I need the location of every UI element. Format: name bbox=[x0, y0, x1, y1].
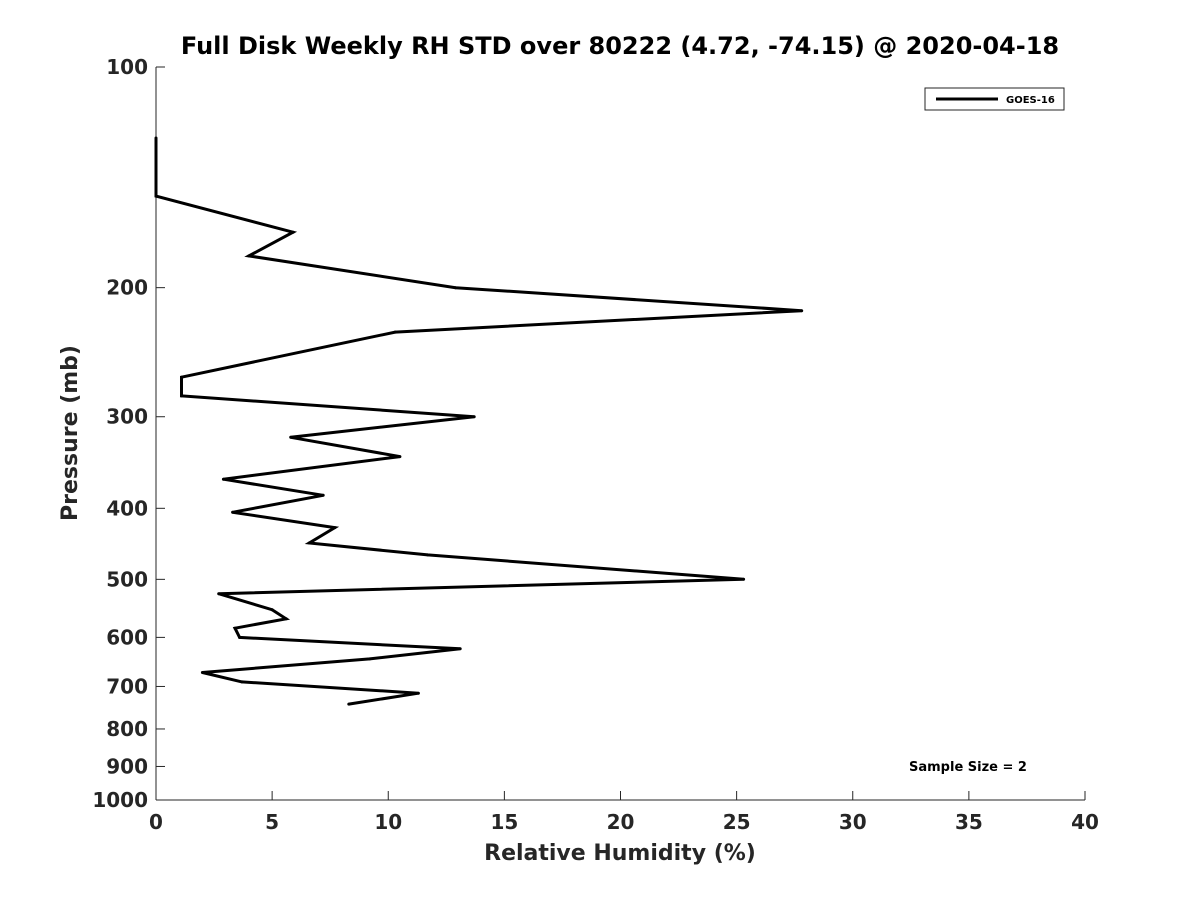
series-points bbox=[154, 136, 804, 706]
x-tick-label: 40 bbox=[1071, 810, 1099, 834]
data-point-3 bbox=[247, 254, 251, 258]
data-point-20 bbox=[270, 608, 274, 612]
x-tick-label: 20 bbox=[607, 810, 635, 834]
x-axis-label: Relative Humidity (%) bbox=[484, 841, 756, 866]
x-tick-label: 35 bbox=[955, 810, 983, 834]
x-tick-label: 30 bbox=[839, 810, 867, 834]
y-tick-label: 200 bbox=[106, 276, 148, 300]
x-tick-label: 15 bbox=[490, 810, 518, 834]
legend: GOES-16 bbox=[924, 87, 1065, 111]
data-point-21 bbox=[284, 617, 288, 621]
series-line-goes-16 bbox=[154, 138, 802, 706]
data-point-0 bbox=[154, 136, 158, 140]
data-point-14 bbox=[231, 510, 235, 514]
data-point-25 bbox=[368, 657, 372, 661]
data-point-9 bbox=[472, 415, 476, 419]
data-point-8 bbox=[180, 394, 183, 398]
data-point-23 bbox=[238, 635, 242, 639]
data-point-12 bbox=[221, 477, 225, 481]
data-point-6 bbox=[393, 330, 397, 334]
data-point-24 bbox=[458, 647, 462, 651]
data-point-4 bbox=[454, 286, 458, 290]
x-ticks: 0 5 10 15 20 25 30 35 40 bbox=[149, 791, 1099, 834]
data-point-10 bbox=[289, 435, 293, 439]
y-tick-label: 400 bbox=[106, 496, 148, 520]
y-tick-label: 800 bbox=[106, 717, 148, 741]
y-tick-label: 900 bbox=[106, 754, 148, 778]
y-tick-label: 500 bbox=[106, 567, 148, 591]
y-tick-label: 600 bbox=[106, 625, 148, 649]
data-point-28 bbox=[416, 691, 420, 695]
data-point-26 bbox=[200, 671, 204, 674]
y-ticks: 100 200 300 400 500 600 700 800 900 1000 bbox=[92, 55, 165, 812]
data-point-15 bbox=[333, 526, 337, 530]
y-tick-label: 300 bbox=[106, 405, 148, 429]
data-point-11 bbox=[398, 455, 402, 459]
sample-size-annotation: Sample Size = 2 bbox=[909, 760, 1027, 775]
y-tick-label: 1000 bbox=[92, 788, 148, 812]
data-point-19 bbox=[217, 592, 221, 596]
data-point-5 bbox=[800, 309, 804, 313]
x-tick-label: 25 bbox=[723, 810, 751, 834]
data-point-22 bbox=[233, 626, 237, 630]
data-point-13 bbox=[321, 493, 325, 497]
data-point-7 bbox=[180, 375, 183, 379]
legend-entry-goes-16: GOES-16 bbox=[1006, 95, 1055, 106]
chart-title: Full Disk Weekly RH STD over 80222 (4.72… bbox=[181, 32, 1059, 60]
data-point-16 bbox=[307, 541, 311, 545]
data-point-1 bbox=[154, 194, 158, 198]
y-tick-label: 700 bbox=[106, 674, 148, 698]
y-tick-label: 100 bbox=[106, 55, 148, 79]
x-tick-label: 5 bbox=[265, 810, 279, 834]
data-point-27 bbox=[240, 680, 244, 684]
data-point-29 bbox=[347, 702, 351, 706]
data-point-17 bbox=[426, 553, 430, 557]
x-tick-label: 0 bbox=[149, 810, 163, 834]
data-point-18 bbox=[742, 577, 746, 581]
y-axis-label: Pressure (mb) bbox=[58, 345, 83, 521]
data-point-2 bbox=[291, 230, 295, 234]
x-tick-label: 10 bbox=[374, 810, 402, 834]
